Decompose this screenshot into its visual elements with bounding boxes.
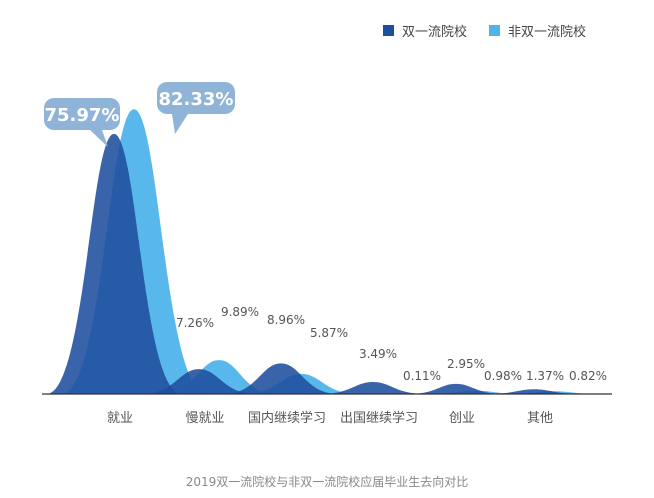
data-label-5: 5.87% bbox=[310, 326, 348, 340]
callout-label-0: 75.97% bbox=[45, 105, 120, 126]
legend-item-non-double-first-class: 非双一流院校 bbox=[489, 21, 586, 40]
callout-label-1: 82.33% bbox=[159, 89, 234, 110]
callout-bubble-1 bbox=[157, 82, 235, 114]
x-tick-label-3: 出国继续学习 bbox=[340, 410, 418, 426]
peak-s1-3 bbox=[321, 382, 425, 394]
peak-s1-2 bbox=[223, 363, 339, 394]
data-labels: 7.26% 9.89% 8.96% 5.87% 3.49% 0.11% 2.95%0.98%… bbox=[176, 305, 607, 383]
data-label-2: 7.26% bbox=[176, 316, 214, 330]
data-label-3: 9.89% bbox=[221, 305, 259, 319]
x-tick-label-0: 就业 bbox=[107, 411, 133, 426]
legend-swatch-non-double-first-class bbox=[489, 25, 501, 36]
series-double-first-class bbox=[46, 133, 581, 394]
legend-label-non-double-first-class: 非双一流院校 bbox=[508, 25, 587, 40]
legend-label-double-first-class: 双一流院校 bbox=[402, 25, 468, 40]
data-label-9: 0.98% bbox=[484, 369, 522, 383]
callout-tail-1 bbox=[172, 114, 188, 134]
callout-bubble-0 bbox=[44, 98, 120, 130]
data-label-8: 2.95% bbox=[447, 357, 485, 371]
peak-s1-1 bbox=[141, 369, 257, 394]
x-tick-label-1: 慢就业 bbox=[185, 410, 224, 426]
peak-s1-0 bbox=[46, 133, 182, 394]
data-label-11: 0.82% bbox=[569, 369, 607, 383]
legend-item-double-first-class: 双一流院校 bbox=[383, 21, 467, 40]
chart-caption: 2019双一流院校与非双一流院校应届毕业生去向对比 bbox=[185, 475, 469, 489]
data-label-4: 8.96% bbox=[267, 313, 305, 327]
x-tick-label-4: 创业 bbox=[449, 411, 475, 426]
legend: 双一流院校 非双一流院校 bbox=[383, 21, 586, 40]
data-label-10: 1.37% bbox=[526, 369, 564, 383]
x-tick-label-2: 国内继续学习 bbox=[248, 410, 326, 426]
peak-s1-5 bbox=[487, 389, 581, 394]
x-tick-labels: 就业 慢就业 国内继续学习 出国继续学习 创业 其他 bbox=[107, 410, 553, 426]
legend-swatch-double-first-class bbox=[383, 25, 394, 36]
data-label-6: 3.49% bbox=[359, 347, 397, 361]
peak-s1-4 bbox=[409, 383, 503, 394]
data-label-7: 0.11% bbox=[403, 369, 441, 383]
callout-bubbles: 75.97% 82.33% bbox=[44, 82, 235, 147]
x-tick-label-5: 其他 bbox=[527, 411, 553, 426]
callout-tail-0 bbox=[90, 130, 108, 147]
